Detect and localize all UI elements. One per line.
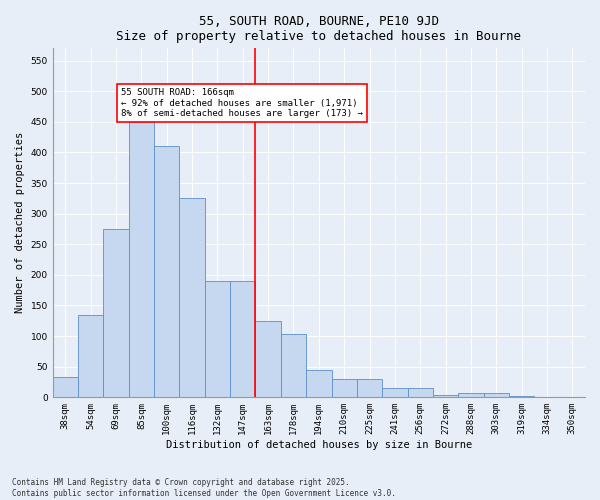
Bar	[458, 393, 484, 398]
Y-axis label: Number of detached properties: Number of detached properties	[15, 132, 25, 314]
Bar	[78, 314, 103, 398]
Bar	[281, 334, 306, 398]
Bar	[205, 281, 230, 398]
Bar	[535, 396, 560, 398]
Bar	[230, 281, 256, 398]
Bar	[509, 396, 535, 398]
Bar	[103, 229, 129, 398]
X-axis label: Distribution of detached houses by size in Bourne: Distribution of detached houses by size …	[166, 440, 472, 450]
Bar	[154, 146, 179, 398]
Bar	[129, 122, 154, 398]
Bar	[560, 396, 585, 398]
Bar	[382, 388, 407, 398]
Bar	[306, 370, 332, 398]
Bar	[407, 388, 433, 398]
Bar	[357, 379, 382, 398]
Bar	[256, 321, 281, 398]
Bar	[53, 377, 78, 398]
Bar	[332, 379, 357, 398]
Bar	[433, 395, 458, 398]
Bar	[484, 393, 509, 398]
Text: Contains HM Land Registry data © Crown copyright and database right 2025.
Contai: Contains HM Land Registry data © Crown c…	[12, 478, 396, 498]
Text: 55 SOUTH ROAD: 166sqm
← 92% of detached houses are smaller (1,971)
8% of semi-de: 55 SOUTH ROAD: 166sqm ← 92% of detached …	[121, 88, 363, 118]
Title: 55, SOUTH ROAD, BOURNE, PE10 9JD
Size of property relative to detached houses in: 55, SOUTH ROAD, BOURNE, PE10 9JD Size of…	[116, 15, 521, 43]
Bar	[179, 198, 205, 398]
